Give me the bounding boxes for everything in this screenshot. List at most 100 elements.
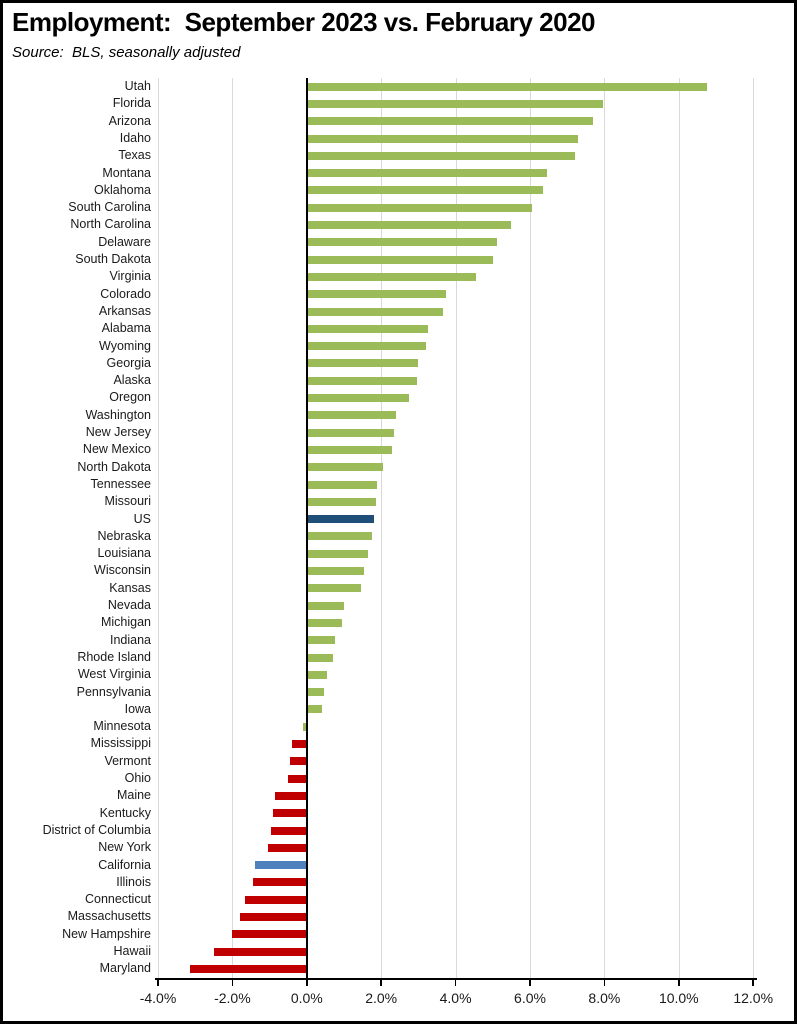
gridline-8pct: [604, 78, 606, 978]
x-axis-tick-4pct: [454, 977, 457, 986]
row-label-texas: Texas: [118, 148, 151, 163]
row-label-missouri: Missouri: [104, 494, 151, 509]
bar-montana: [308, 169, 547, 178]
bar-georgia: [308, 359, 419, 368]
x-axis-label-4pct: 4.0%: [439, 989, 472, 1006]
row-label-west-virginia: West Virginia: [77, 667, 151, 682]
gridline-10pct: [678, 78, 680, 978]
bar-wyoming: [308, 342, 426, 351]
bar-south-carolina: [308, 203, 532, 212]
row-label-oklahoma: Oklahoma: [94, 182, 151, 197]
x-axis-tick-2pct: [380, 977, 382, 986]
row-label-north-dakota: North Dakota: [77, 459, 151, 474]
x-axis-tick-6pct: [529, 977, 531, 986]
row-label-arkansas: Arkansas: [98, 303, 151, 318]
row-label-minnesota: Minnesota: [93, 719, 151, 734]
row-label-michigan: Michigan: [100, 615, 151, 630]
row-label-north-carolina: North Carolina: [70, 217, 151, 232]
x-axis-tick--4pct: [157, 977, 159, 986]
row-label-ohio: Ohio: [124, 771, 151, 785]
gridline--4pct: [158, 78, 159, 978]
bar-west-virginia: [308, 670, 328, 679]
row-label-florida: Florida: [112, 96, 151, 111]
x-axis-label-10pct: 10.0%: [658, 989, 699, 1006]
row-label-california: California: [98, 857, 151, 872]
x-axis-label-6pct: 6.0%: [514, 989, 546, 1006]
row-label-connecticut: Connecticut: [84, 892, 151, 907]
bar-louisiana: [308, 549, 369, 558]
bar-oklahoma: [308, 186, 544, 195]
x-axis-tick-0pct: [306, 977, 308, 986]
bar-connecticut: [245, 895, 306, 904]
gridline-12pct: [753, 78, 755, 978]
row-label-maine: Maine: [116, 788, 151, 803]
bar-us: [308, 515, 374, 524]
bar-minnesota: [303, 722, 306, 731]
row-label-new-hampshire: New Hampshire: [62, 926, 151, 941]
row-label-delaware: Delaware: [98, 234, 151, 249]
bar-maine: [275, 791, 306, 800]
bar-alabama: [308, 324, 428, 333]
row-label-south-carolina: South Carolina: [68, 200, 151, 215]
zero-axis-line: [305, 78, 308, 978]
row-label-rhode-island: Rhode Island: [77, 649, 151, 664]
bar-district-of-columbia: [271, 826, 306, 835]
bar-kentucky: [273, 809, 306, 818]
bar-arkansas: [308, 307, 443, 316]
row-label-maryland: Maryland: [99, 961, 151, 976]
row-label-massachusetts: Massachusetts: [67, 909, 151, 924]
bar-wisconsin: [308, 567, 365, 576]
x-axis-tick-12pct: [752, 977, 754, 986]
x-axis-label-8pct: 8.0%: [588, 989, 621, 1006]
bar-north-carolina: [308, 221, 512, 230]
gridline-2pct: [381, 78, 383, 978]
row-label-mississippi: Mississippi: [90, 736, 151, 751]
bar-texas: [308, 151, 575, 160]
row-label-montana: Montana: [102, 165, 151, 180]
bar-kansas: [308, 584, 361, 593]
row-label-new-york: New York: [98, 840, 151, 855]
row-label-wisconsin: Wisconsin: [94, 563, 151, 578]
row-label-alaska: Alaska: [113, 373, 151, 388]
bar-arizona: [308, 117, 594, 126]
bar-new-jersey: [308, 428, 395, 437]
bar-new-york: [267, 843, 306, 852]
bar-tennessee: [308, 480, 378, 489]
x-axis-label-0pct: 0.0%: [290, 989, 323, 1006]
row-label-arizona: Arizona: [108, 113, 151, 128]
bar-oregon: [308, 394, 410, 403]
gridline-6pct: [530, 78, 531, 978]
row-label-us: US: [133, 511, 151, 526]
bar-washington: [308, 411, 397, 420]
chart-source: Source: BLS, seasonally adjusted: [12, 44, 241, 61]
bar-vermont: [290, 757, 306, 766]
bar-utah: [308, 82, 707, 91]
bar-delaware: [308, 238, 497, 247]
bar-north-dakota: [308, 463, 384, 472]
bar-colorado: [308, 290, 447, 299]
row-label-oregon: Oregon: [109, 390, 151, 405]
bar-new-hampshire: [232, 930, 306, 939]
row-label-louisiana: Louisiana: [97, 546, 151, 561]
bar-michigan: [308, 618, 343, 627]
row-label-vermont: Vermont: [104, 753, 151, 768]
row-label-illinois: Illinois: [116, 874, 151, 889]
row-label-nebraska: Nebraska: [97, 528, 152, 543]
bar-pennsylvania: [308, 688, 324, 697]
bar-hawaii: [213, 947, 306, 956]
row-label-virginia: Virginia: [109, 269, 151, 284]
bar-virginia: [308, 272, 477, 281]
row-label-district-of-columbia: District of Columbia: [42, 822, 151, 837]
x-axis-tick-8pct: [603, 977, 606, 986]
bar-ohio: [288, 774, 306, 783]
bar-maryland: [189, 964, 306, 973]
bar-iowa: [308, 705, 322, 714]
bar-massachusetts: [239, 913, 306, 922]
x-axis-label-2pct: 2.0%: [365, 989, 398, 1006]
row-label-utah: Utah: [124, 79, 151, 93]
row-label-wyoming: Wyoming: [99, 338, 151, 353]
bar-new-mexico: [308, 445, 393, 454]
row-label-pennsylvania: Pennsylvania: [76, 684, 151, 699]
row-label-washington: Washington: [85, 407, 151, 422]
